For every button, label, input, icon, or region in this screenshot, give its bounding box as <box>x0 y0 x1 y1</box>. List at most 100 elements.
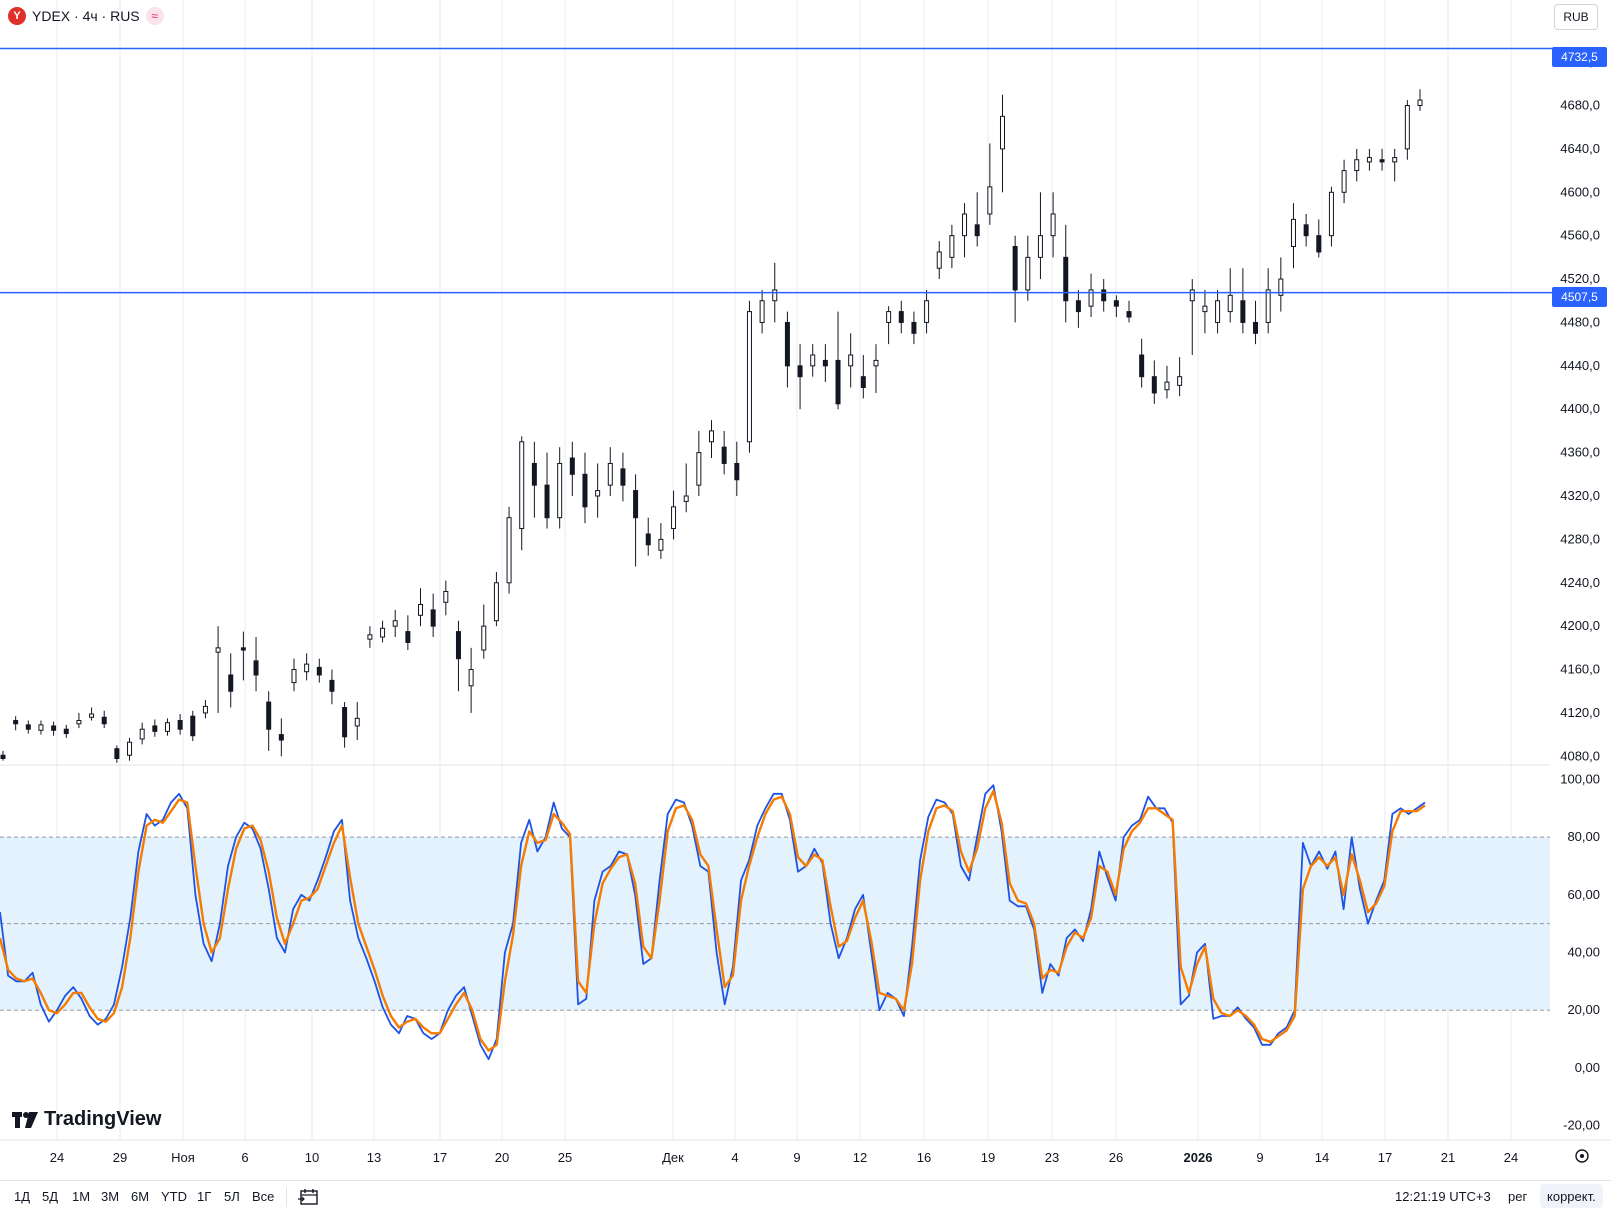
candle <box>1366 148 1372 171</box>
candle <box>152 719 158 737</box>
candle-body <box>443 590 449 603</box>
candle-body <box>1189 289 1195 302</box>
utc-clock[interactable]: 12:21:19 UTC+3 <box>1395 1189 1491 1204</box>
price-axis-label: 4240,0 <box>1560 575 1600 590</box>
tradingview-logo-icon <box>12 1111 38 1128</box>
candle-body <box>734 462 740 481</box>
candle-body <box>544 484 550 519</box>
candle-body <box>63 728 69 735</box>
candle <box>202 699 208 719</box>
level-price-tag-top: 4732,5 <box>1552 47 1607 67</box>
candle <box>253 637 259 692</box>
candle-body <box>25 724 31 730</box>
symbol-header[interactable]: Y YDEX · 4ч · RUS ≈ <box>8 6 164 26</box>
candle <box>380 620 386 643</box>
price-axis-label: 4280,0 <box>1560 531 1600 546</box>
candle <box>709 420 714 459</box>
candle <box>1240 268 1246 334</box>
candle-body <box>1366 157 1372 163</box>
candle-body <box>772 289 778 302</box>
candle <box>999 94 1005 193</box>
range-1y[interactable]: 1Г <box>197 1189 212 1204</box>
date-range-icon[interactable] <box>298 1188 320 1206</box>
candle <box>1265 268 1271 334</box>
price-axis-label: 4480,0 <box>1560 314 1600 329</box>
range-5d[interactable]: 5Д <box>42 1189 59 1204</box>
candle <box>557 447 563 529</box>
level-price-tag-bottom: 4507,5 <box>1552 287 1607 307</box>
candle <box>696 430 702 496</box>
stoch-k-line <box>0 784 1426 1061</box>
stoch-axis-label: -20,00 <box>1563 1118 1600 1133</box>
candle <box>114 745 120 763</box>
range-1d[interactable]: 1Д <box>14 1189 31 1204</box>
settings-gear-icon[interactable] <box>1575 1149 1589 1163</box>
candle-body <box>101 716 107 725</box>
time-axis-label: 12 <box>853 1150 867 1165</box>
candle-body <box>405 631 411 643</box>
range-ytd[interactable]: YTD <box>161 1189 187 1204</box>
candle <box>63 724 69 738</box>
toolbar-divider <box>286 1187 287 1207</box>
range-5y[interactable]: 5Л <box>224 1189 240 1204</box>
tradingview-logo[interactable]: TradingView <box>12 1108 161 1131</box>
candle <box>468 647 474 713</box>
candle-body <box>114 748 120 759</box>
candle-body <box>380 627 386 638</box>
price-axis-label: 4600,0 <box>1560 184 1600 199</box>
candle <box>683 463 689 513</box>
candle <box>354 702 360 741</box>
candle-body <box>51 725 57 731</box>
candle-body <box>1290 218 1296 248</box>
range-3m[interactable]: 3М <box>101 1189 120 1204</box>
candle <box>848 333 854 388</box>
candle <box>25 720 31 734</box>
time-axis-label: 9 <box>793 1150 800 1165</box>
stoch-axis-label: 0,00 <box>1575 1060 1600 1075</box>
candle-body <box>582 473 588 508</box>
range-6m[interactable]: 6М <box>131 1189 150 1204</box>
market-status-icon[interactable]: ≈ <box>145 7 164 25</box>
time-axis-label: 17 <box>433 1150 447 1165</box>
chart-canvas[interactable]: 4720,04680,04640,04600,04560,04520,04480… <box>0 0 1611 1180</box>
time-axis-label: 29 <box>113 1150 127 1165</box>
candle <box>228 653 234 708</box>
adjust-button[interactable]: коррект. <box>1540 1184 1603 1208</box>
candle-body <box>1253 321 1259 334</box>
candle <box>924 289 930 334</box>
time-axis-label: 4 <box>731 1150 738 1165</box>
candle <box>1215 289 1221 334</box>
candle-body <box>455 631 461 660</box>
candle-body <box>1303 224 1309 237</box>
gear-ring <box>1575 1149 1589 1163</box>
time-axis-label: Дек <box>662 1150 684 1165</box>
currency-button[interactable]: RUB <box>1554 4 1598 30</box>
candle <box>734 441 740 496</box>
candle <box>1328 186 1334 247</box>
candle <box>190 710 196 742</box>
price-axis-label: 4680,0 <box>1560 98 1600 113</box>
candle <box>1012 235 1018 323</box>
candle <box>835 311 841 410</box>
candle-body <box>519 441 525 530</box>
candle-body <box>481 625 487 651</box>
candle-body <box>1177 376 1183 386</box>
candle-body <box>1164 381 1170 391</box>
range-all[interactable]: Все <box>252 1189 275 1204</box>
candle-body <box>89 713 95 718</box>
session-button[interactable]: рег <box>1508 1189 1528 1204</box>
candle-body <box>1151 376 1157 394</box>
candle <box>911 311 917 345</box>
candle <box>127 737 133 761</box>
candle-body <box>190 715 196 737</box>
range-1m[interactable]: 1М <box>72 1189 91 1204</box>
candle <box>139 722 145 745</box>
candle-body <box>835 359 841 405</box>
candle-body <box>127 741 133 756</box>
candle-body <box>13 720 19 725</box>
candle <box>531 441 537 518</box>
candle <box>493 571 499 627</box>
symbol-title[interactable]: YDEX · 4ч · RUS <box>32 8 140 24</box>
candle <box>1341 159 1347 204</box>
candle <box>1202 289 1208 334</box>
